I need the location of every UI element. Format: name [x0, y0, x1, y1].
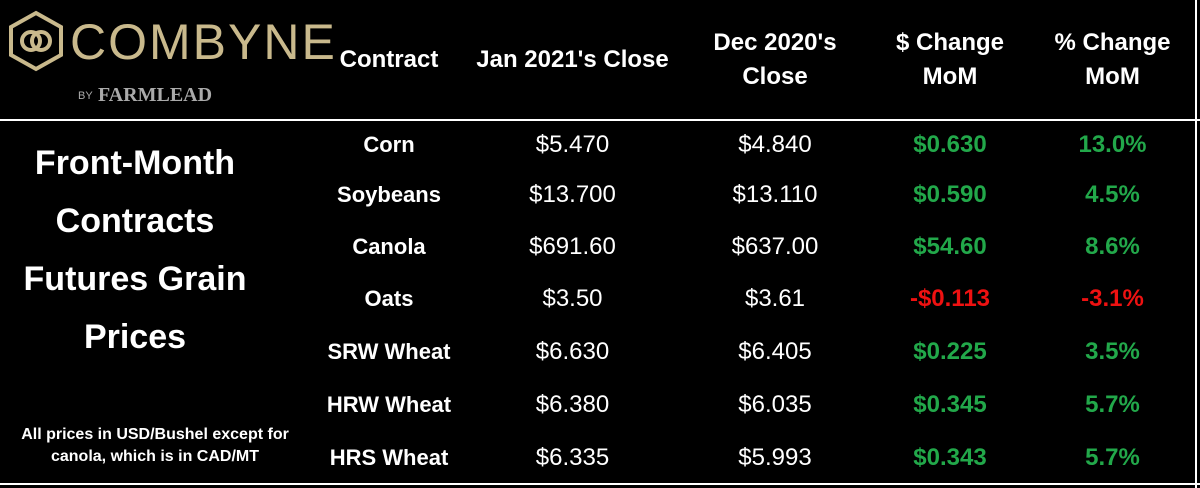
change-cell: 8.6%	[1085, 233, 1140, 260]
logo-brand: FARMLEAD	[98, 83, 213, 106]
cell: $3.50	[542, 285, 603, 312]
change-cell: $0.630	[913, 131, 987, 158]
change-cell: $0.590	[913, 181, 987, 208]
change-cell: $0.343	[913, 444, 987, 471]
divider	[1195, 0, 1197, 488]
change-cell: 4.5%	[1085, 181, 1140, 208]
cell: $6.380	[535, 391, 610, 418]
change-cell: 5.7%	[1085, 391, 1140, 418]
divider	[0, 483, 1200, 485]
change-cell: $54.60	[913, 233, 987, 260]
contract-name: Soybeans	[337, 182, 441, 207]
cell: $637.00	[731, 233, 819, 260]
change-cell: 3.5%	[1085, 338, 1140, 365]
header-cell: Jan 2021's Close	[476, 46, 669, 73]
cell: $13.110	[732, 181, 818, 208]
change-cell: -3.1%	[1081, 285, 1144, 312]
cell: $6.630	[535, 338, 610, 365]
change-cell: 13.0%	[1078, 131, 1147, 158]
header-cell: Contract	[339, 46, 439, 73]
change-cell: $0.225	[913, 338, 987, 365]
cell: $13.700	[529, 181, 616, 208]
contract-name: Canola	[352, 234, 426, 259]
contract-name: HRS Wheat	[329, 445, 449, 470]
contract-name: HRW Wheat	[326, 392, 452, 417]
header-cell: Dec 2020's Close	[713, 29, 837, 90]
cell: $4.840	[738, 131, 812, 158]
contract-name: Corn	[363, 132, 415, 157]
cell: $5.470	[535, 131, 610, 158]
side-title: Front-Month Contracts Futures Grain Pric…	[23, 144, 247, 356]
cell: $3.61	[744, 285, 806, 312]
header-cell: % Change MoM	[1054, 29, 1171, 90]
cell: $6.405	[738, 338, 812, 365]
cell: $6.035	[738, 391, 812, 418]
logo-name: COMBYNE	[70, 14, 337, 70]
cell: $6.335	[535, 444, 610, 471]
cell: $691.60	[529, 233, 616, 260]
header-cell: $ Change MoM	[895, 29, 1005, 90]
contract-name: SRW Wheat	[327, 339, 451, 364]
logo-by: BY	[78, 90, 93, 102]
divider	[0, 119, 1200, 121]
contract-name: Oats	[364, 286, 414, 311]
cell: $5.993	[738, 444, 812, 471]
side-note: All prices in USD/Bushel except for cano…	[21, 426, 289, 465]
change-cell: $0.345	[913, 391, 987, 418]
change-cell: 5.7%	[1085, 444, 1140, 471]
logo-icon	[9, 10, 63, 72]
change-cell: -$0.113	[909, 285, 991, 312]
